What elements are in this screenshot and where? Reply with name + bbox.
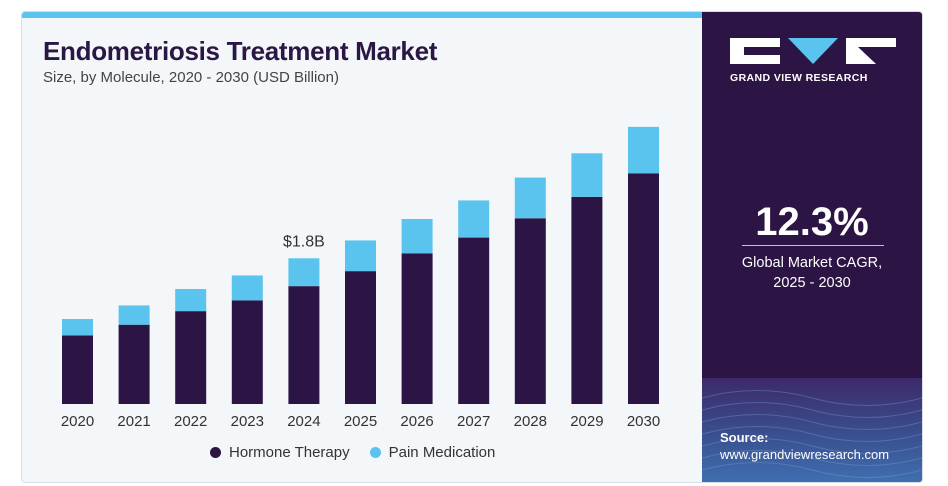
- cagr-label: Global Market CAGR, 2025 - 2030: [702, 253, 922, 293]
- legend-swatch-hormone-therapy: [210, 447, 221, 458]
- source-url: www.grandviewresearch.com: [720, 447, 890, 462]
- sidebar: GRAND VIEW RESEARCH 12.3% Global Market …: [702, 12, 922, 482]
- chart-panel: Endometriosis Treatment Market Size, by …: [22, 12, 702, 482]
- bar-hormone-therapy-2026: [401, 253, 433, 404]
- legend-label-hormone-therapy: Hormone Therapy: [229, 444, 350, 461]
- bar-pain-medication-2025: [345, 240, 376, 272]
- bar-pain-medication-2022: [175, 289, 207, 312]
- x-tick-label-2022: 2022: [174, 413, 207, 430]
- infographic-card: Endometriosis Treatment Market Size, by …: [21, 11, 923, 483]
- source-title: Source:: [720, 430, 769, 445]
- legend-item-pain-medication: Pain Medication: [369, 444, 496, 461]
- x-tick-label-2027: 2027: [457, 413, 490, 430]
- bar-pain-medication-2028: [514, 177, 546, 219]
- bar-hormone-therapy-2021: [118, 324, 150, 404]
- grand-view-research-logo: GRAND VIEW RESEARCH: [730, 38, 896, 84]
- legend-label-pain-medication: Pain Medication: [388, 444, 496, 461]
- bar-group: [62, 126, 659, 404]
- bar-pain-medication-2026: [401, 219, 433, 254]
- x-tick-label-2020: 2020: [61, 413, 94, 430]
- brand-name: GRAND VIEW RESEARCH: [730, 72, 868, 84]
- logo-box-right: [846, 38, 896, 64]
- bar-pain-medication-2027: [458, 200, 490, 238]
- bar-hormone-therapy-2030: [628, 173, 659, 404]
- legend-swatch-pain-medication: [369, 447, 381, 458]
- legend-item-hormone-therapy: Hormone Therapy: [210, 444, 350, 461]
- cagr-value: 12.3%: [755, 200, 869, 244]
- accent-stripe: [22, 12, 702, 18]
- bar-hormone-therapy-2027: [458, 237, 490, 404]
- x-tick-label-2023: 2023: [231, 413, 264, 430]
- bar-hormone-therapy-2029: [571, 196, 603, 404]
- logo-box-middle: [788, 38, 838, 64]
- x-tick-label-2025: 2025: [344, 413, 377, 430]
- bar-hormone-therapy-2020: [62, 335, 93, 404]
- bar-pain-medication-2023: [231, 275, 263, 301]
- cagr-label-line1: Global Market CAGR,: [741, 255, 883, 271]
- chart-title: Endometriosis Treatment Market: [43, 36, 438, 66]
- x-tick-label-2028: 2028: [514, 413, 547, 430]
- decorative-wave: [702, 378, 922, 482]
- bar-pain-medication-2029: [571, 153, 603, 197]
- cagr-label-line2: 2025 - 2030: [773, 275, 851, 291]
- x-tick-label-2029: 2029: [570, 413, 603, 430]
- bar-hormone-therapy-2024: [288, 286, 320, 404]
- logo-box-left: [730, 38, 780, 64]
- bar-hormone-therapy-2025: [345, 271, 376, 404]
- cagr-divider: [742, 245, 884, 246]
- bar-pain-medication-2021: [118, 305, 150, 325]
- chart-subtitle: Size, by Molecule, 2020 - 2030 (USD Bill…: [43, 69, 339, 86]
- x-tick-label-2021: 2021: [117, 413, 150, 430]
- logo-mark: [730, 38, 896, 64]
- bar-pain-medication-2024: [288, 258, 320, 287]
- x-axis-labels: 2020 2021 2022 2023 2024 2025 2026 2027 2028 2029…: [61, 413, 660, 430]
- bar-pain-medication-2020: [62, 319, 93, 336]
- x-tick-label-2030: 2030: [627, 413, 660, 430]
- annotations: $1.8B: [283, 233, 325, 250]
- x-tick-label-2024: 2024: [287, 413, 320, 430]
- bar-pain-medication-2030: [628, 126, 659, 174]
- stacked-bar-chart: 2020 2021 2022 2023 2024 2025 2026 2027 2028 2029…: [61, 126, 660, 430]
- x-tick-label-2026: 2026: [400, 413, 433, 430]
- data-label-2024: $1.8B: [283, 233, 325, 250]
- chart-legend: Hormone Therapy Pain Medication: [210, 444, 495, 461]
- bar-hormone-therapy-2022: [175, 311, 207, 404]
- bar-hormone-therapy-2023: [231, 300, 263, 404]
- bar-hormone-therapy-2028: [514, 218, 546, 404]
